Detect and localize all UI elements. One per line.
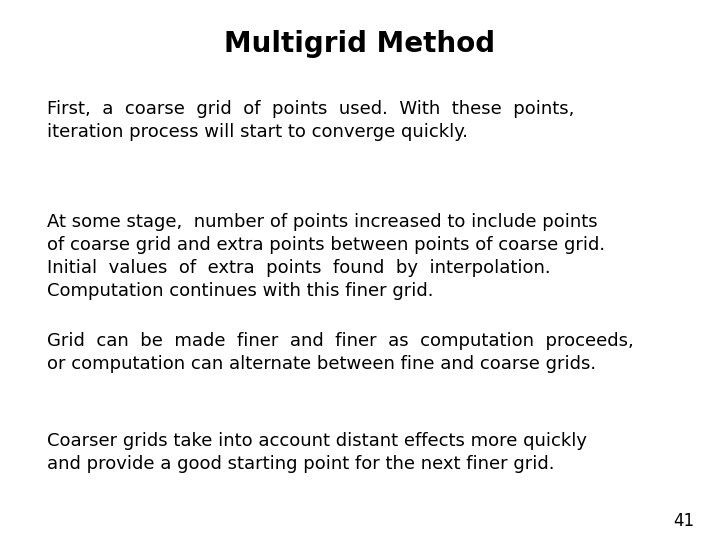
Text: Grid  can  be  made  finer  and  finer  as  computation  proceeds,
or computatio: Grid can be made finer and finer as comp…	[47, 332, 634, 373]
Text: Multigrid Method: Multigrid Method	[225, 30, 495, 58]
Text: Coarser grids take into account distant effects more quickly
and provide a good : Coarser grids take into account distant …	[47, 432, 587, 473]
Text: 41: 41	[674, 512, 695, 530]
Text: At some stage,  number of points increased to include points
of coarse grid and : At some stage, number of points increase…	[47, 213, 605, 300]
Text: First,  a  coarse  grid  of  points  used.  With  these  points,
iteration proce: First, a coarse grid of points used. Wit…	[47, 100, 574, 141]
